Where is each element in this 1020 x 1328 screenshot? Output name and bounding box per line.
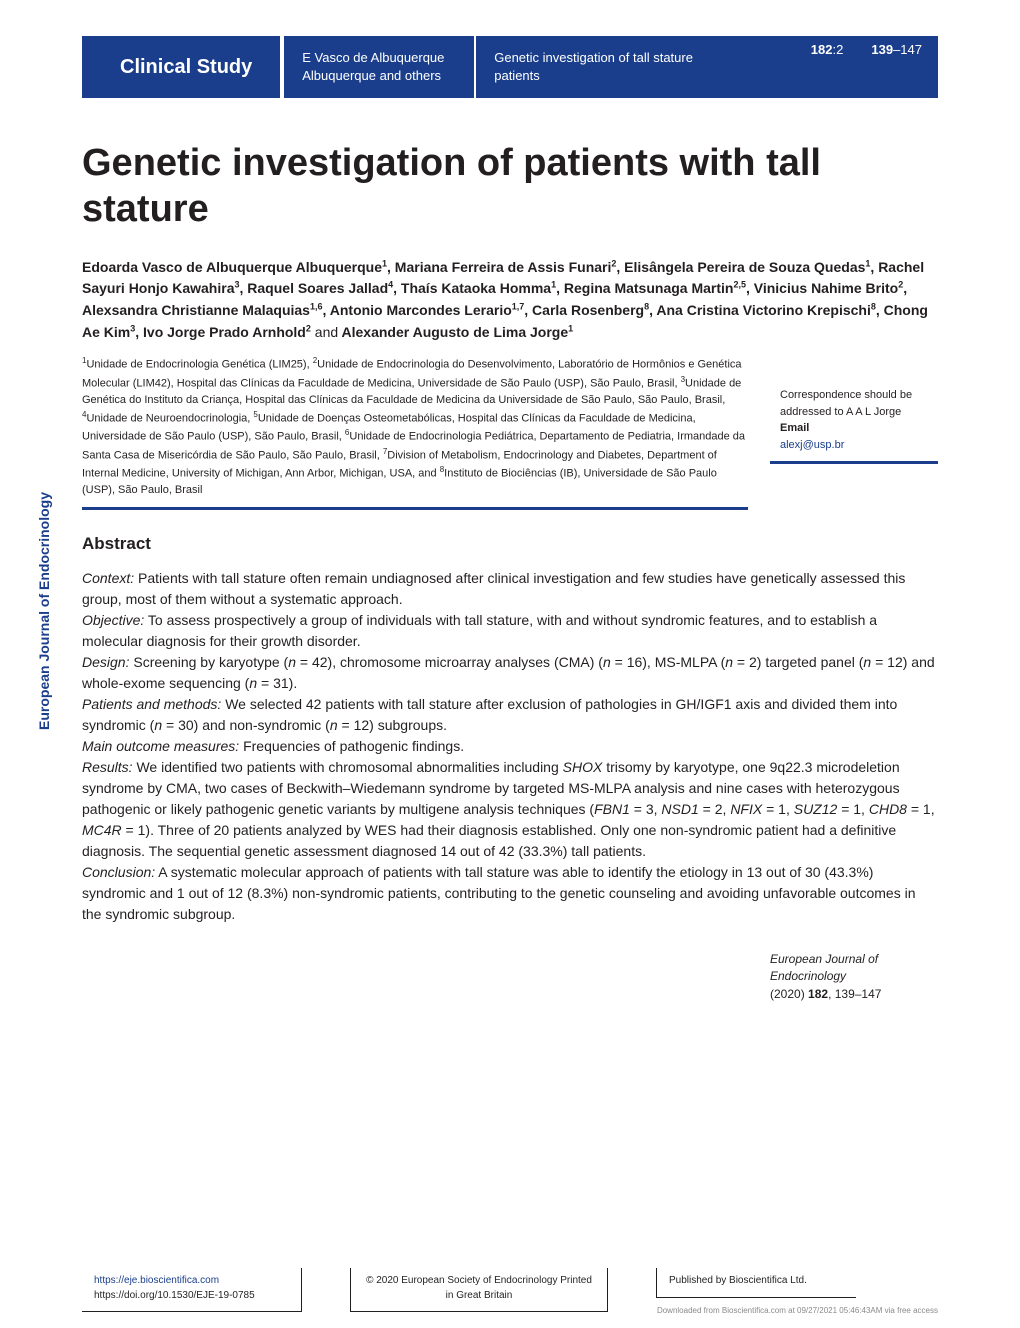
header-page-meta: 182:2 139–147 xyxy=(758,36,938,98)
author-list: Edoarda Vasco de Albuquerque Albuquerque… xyxy=(82,257,938,344)
header-short-authors: E Vasco de Albuquerque Albuquerque and o… xyxy=(284,36,474,98)
side-journal-label: European Journal of Endocrinology xyxy=(36,492,52,730)
correspondence-col: Correspondence should be addressed to A … xyxy=(770,355,938,464)
header-page-start: 139 xyxy=(871,42,893,57)
footer-publisher-box: Published by Bioscientifica Ltd. xyxy=(656,1268,856,1298)
citation-pages: 139–147 xyxy=(835,987,882,1001)
footer-download-note: Downloaded from Bioscientifica.com at 09… xyxy=(657,1306,938,1316)
footer: https://eje.bioscientifica.com https://d… xyxy=(82,1268,938,1312)
abstract-results: Results: We identified two patients with… xyxy=(82,757,938,862)
abstract-heading: Abstract xyxy=(82,534,938,554)
abstract-objective: Objective: To assess prospectively a gro… xyxy=(82,610,938,652)
header-volume: 182 xyxy=(811,42,833,57)
section-rule xyxy=(82,507,748,510)
abstract-design: Design: Screening by karyotype (n = 42),… xyxy=(82,652,938,694)
abstract-context: Context: Patients with tall stature ofte… xyxy=(82,568,938,610)
header-page-end: 147 xyxy=(900,42,922,57)
correspondence-email-link[interactable]: alexj@usp.br xyxy=(780,439,844,451)
correspondence-email-label: Email xyxy=(780,420,938,437)
abstract-conclusion: Conclusion: A systematic molecular appro… xyxy=(82,862,938,925)
citation-year: (2020) xyxy=(770,987,805,1001)
correspondence-rule xyxy=(770,461,938,464)
correspondence-box: Correspondence should be addressed to A … xyxy=(770,383,938,459)
header-section-type: Clinical Study xyxy=(82,36,280,98)
footer-copyright-box: © 2020 European Society of Endocrinology… xyxy=(350,1268,608,1312)
citation-volume: 182 xyxy=(808,987,828,1001)
article-title: Genetic investigation of patients with t… xyxy=(82,140,938,233)
citation-journal: European Journal of Endocrinology xyxy=(770,952,878,983)
header-pages: 139–147 xyxy=(871,42,922,57)
citation-box: European Journal of Endocrinology (2020)… xyxy=(770,951,938,1003)
footer-doi: https://doi.org/10.1530/EJE-19-0785 xyxy=(94,1290,255,1301)
abstract-patients: Patients and methods: We selected 42 pat… xyxy=(82,694,938,736)
header-running-title: Genetic investigation of tall stature pa… xyxy=(476,36,758,98)
footer-journal-url[interactable]: https://eje.bioscientifica.com xyxy=(94,1275,219,1286)
abstract: Abstract Context: Patients with tall sta… xyxy=(82,534,938,925)
header-volume-issue: 182:2 xyxy=(811,42,844,57)
abstract-outcome: Main outcome measures: Frequencies of pa… xyxy=(82,736,938,757)
correspondence-text: Correspondence should be addressed to A … xyxy=(780,387,938,420)
affiliations: 1Unidade de Endocrinologia Genética (LIM… xyxy=(82,355,748,498)
header-issue: 2 xyxy=(836,42,843,57)
footer-links-box: https://eje.bioscientifica.com https://d… xyxy=(82,1268,302,1312)
header-bar: Clinical Study E Vasco de Albuquerque Al… xyxy=(82,36,938,98)
